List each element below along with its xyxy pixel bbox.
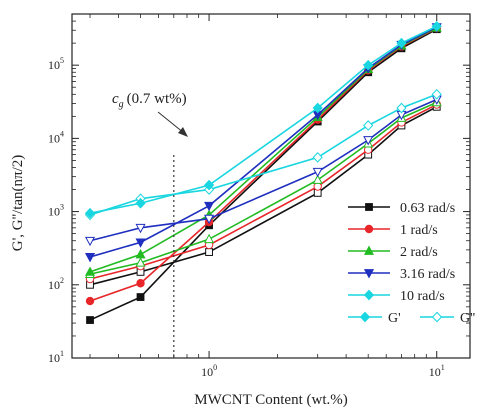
y-tick-label-base: 10 bbox=[48, 278, 60, 292]
plot-border bbox=[71, 13, 471, 359]
annotation-label: (0.7 wt%) bbox=[127, 91, 187, 107]
legend-style-item: G'' bbox=[420, 311, 475, 326]
y-tick-label-exponent: 5 bbox=[60, 56, 64, 65]
gdoubleprime-point bbox=[312, 174, 323, 184]
gprime-point bbox=[431, 20, 442, 32]
gprime-point bbox=[363, 59, 374, 71]
y-tick-label-exponent: 1 bbox=[60, 349, 64, 358]
y-tick-label-base: 10 bbox=[48, 58, 60, 72]
x-tick-label: 100 bbox=[201, 363, 217, 379]
legend-swatch-marker bbox=[364, 224, 374, 234]
gdoubleprime-point bbox=[84, 236, 96, 247]
legend: 0.63 rad/s 1 rad/s 2 rad/s 3.16 rad/s 10 rad… bbox=[348, 201, 475, 326]
gdoubleprime-point bbox=[431, 88, 442, 100]
y-tick-label: 104 bbox=[48, 129, 64, 145]
gdoubleprime-point bbox=[363, 136, 374, 146]
gdoubleprime-point bbox=[363, 120, 374, 131]
gprime-point bbox=[204, 201, 215, 212]
legend-label: 2 rad/s bbox=[400, 245, 438, 260]
legend-label: 0.63 rad/s bbox=[400, 201, 455, 216]
gprime-point bbox=[135, 248, 146, 259]
gprime-point bbox=[203, 179, 215, 191]
plot-frame bbox=[71, 13, 471, 359]
gprime-point bbox=[86, 316, 94, 324]
tick-marks bbox=[72, 13, 470, 359]
legend-item: 1 rad/s bbox=[348, 223, 438, 238]
gprime-point bbox=[85, 296, 95, 306]
x-tick-label-base: 10 bbox=[429, 365, 441, 379]
annotation-text: cg (0.7 wt%) bbox=[112, 91, 187, 110]
gdoubleprime-point bbox=[204, 233, 215, 244]
y-tick-label: 102 bbox=[48, 276, 64, 292]
legend-swatch-marker bbox=[363, 269, 375, 279]
series-0 bbox=[86, 25, 441, 324]
gprime-line-2 bbox=[89, 26, 438, 273]
series-layer bbox=[84, 20, 442, 324]
legend-swatch-marker bbox=[363, 289, 375, 301]
gprime-line-0 bbox=[89, 28, 438, 321]
gprime-point bbox=[84, 253, 96, 263]
gprime-point bbox=[136, 279, 145, 288]
y-tick-label-exponent: 4 bbox=[60, 129, 64, 138]
gprime-point bbox=[84, 266, 96, 276]
y-tick-label-base: 10 bbox=[48, 131, 60, 145]
y-tick-label-base: 10 bbox=[48, 205, 60, 219]
legend-style-label: G'' bbox=[460, 311, 475, 326]
x-tick-label: 101 bbox=[429, 363, 445, 379]
gprime-point bbox=[136, 293, 145, 301]
gdoubleprime-point bbox=[312, 167, 323, 178]
gdoubleprime-point bbox=[135, 223, 146, 234]
legend-style-marker bbox=[359, 311, 371, 323]
legend-swatch-marker bbox=[363, 245, 375, 255]
annotation-subscript: g bbox=[119, 99, 124, 110]
legend-item: 0.63 rad/s bbox=[348, 201, 455, 216]
legend-style-item: G' bbox=[348, 311, 401, 326]
annotation-arrowhead bbox=[178, 127, 188, 137]
gdoubleprime-point bbox=[135, 257, 146, 267]
legend-label: 1 rad/s bbox=[400, 223, 438, 238]
x-tick-label-base: 10 bbox=[201, 365, 213, 379]
gprime-point bbox=[135, 197, 146, 209]
x-axis-label: MWCNT Content (wt.%) bbox=[194, 392, 347, 408]
gprime-point bbox=[396, 37, 407, 49]
gdoubleprime-point bbox=[396, 102, 407, 114]
gdoubleprime-point bbox=[205, 248, 213, 256]
y-tick-label: 105 bbox=[48, 56, 64, 72]
legend-item: 10 rad/s bbox=[348, 289, 445, 304]
legend-label: 10 rad/s bbox=[400, 289, 445, 304]
y-axis-label: G', G''/tan(nπ/2) bbox=[10, 155, 26, 252]
y-tick-label-base: 10 bbox=[48, 351, 60, 365]
legend-label: 3.16 rad/s bbox=[400, 267, 455, 282]
series-3 bbox=[84, 23, 442, 263]
series-4 bbox=[84, 20, 442, 221]
legend-style-label: G' bbox=[388, 311, 401, 326]
y-tick-label: 103 bbox=[48, 203, 64, 219]
annotation-arrow bbox=[157, 111, 185, 134]
gprime-line-4 bbox=[89, 25, 438, 215]
gdoubleprime-point bbox=[312, 152, 323, 163]
legend-style-marker bbox=[431, 311, 443, 323]
legend-item: 2 rad/s bbox=[348, 245, 438, 260]
gdoubleprime-point bbox=[313, 182, 322, 191]
gdoubleprime-point bbox=[204, 214, 215, 225]
gprime-point bbox=[312, 102, 323, 114]
percolation-annotation: cg (0.7 wt%) bbox=[112, 91, 188, 358]
gprime-point bbox=[84, 207, 96, 219]
legend-item: 3.16 rad/s bbox=[348, 267, 455, 282]
x-tick-label-exponent: 1 bbox=[441, 363, 445, 372]
y-tick-label-exponent: 3 bbox=[60, 203, 64, 212]
annotation-symbol: c bbox=[112, 91, 119, 107]
gprime-point bbox=[135, 238, 146, 248]
y-tick-label-exponent: 2 bbox=[60, 276, 64, 285]
y-tick-label: 101 bbox=[48, 349, 64, 365]
legend-swatch-marker bbox=[365, 203, 373, 211]
x-tick-label-exponent: 0 bbox=[213, 363, 217, 372]
